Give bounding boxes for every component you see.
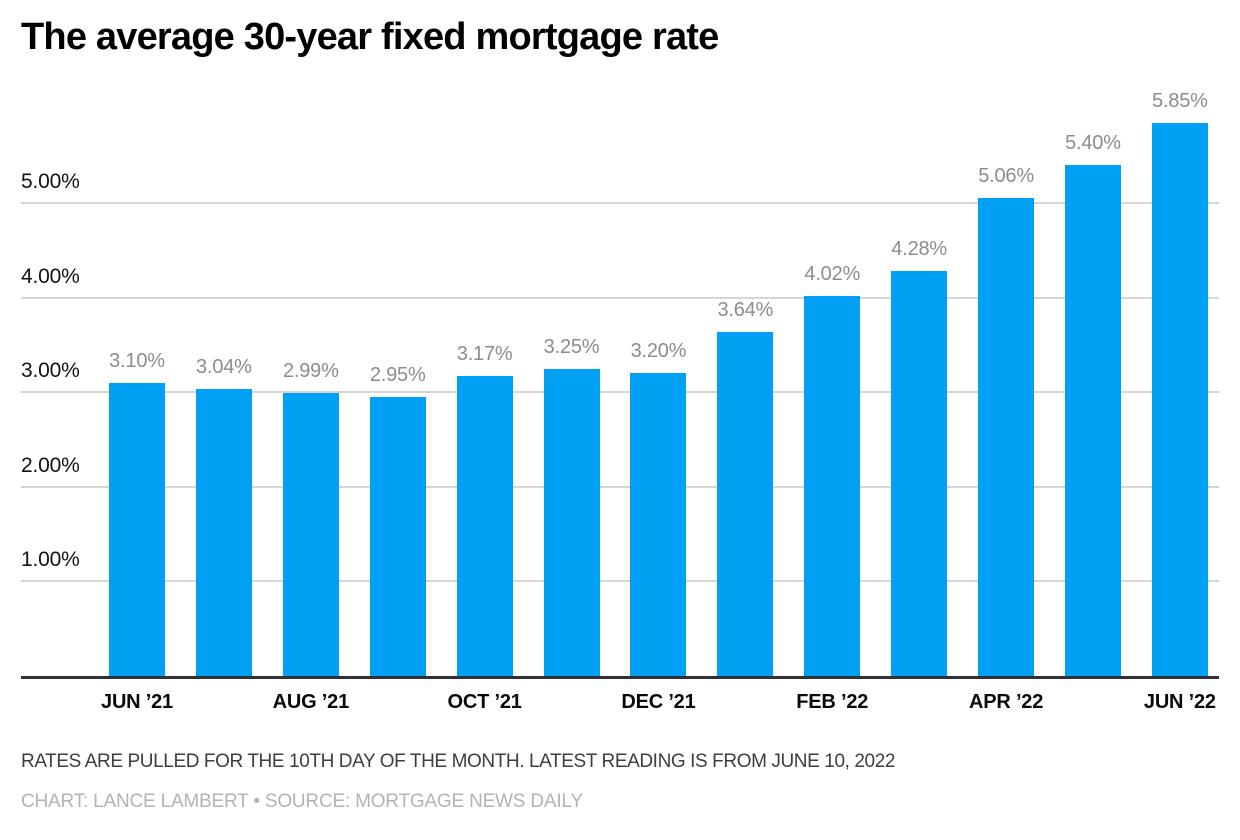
- gridline: [21, 391, 1219, 394]
- bar-NOV ’21: 3.25%: [543, 336, 600, 676]
- bar-value-label: 4.28%: [891, 238, 948, 261]
- x-axis-tick: [717, 691, 773, 714]
- bar-SEP ’21: 2.95%: [369, 364, 426, 676]
- bar-MAR ’22: 4.28%: [891, 238, 948, 676]
- bar-chart: 1.00% 2.00% 3.00% 4.00% 5.00% 3.10% 3.04% 2.99%…: [21, 85, 1219, 713]
- bar-JAN ’22: 3.64%: [717, 299, 774, 676]
- bar-OCT ’21: 3.17%: [456, 343, 513, 676]
- bar-rect: [630, 373, 687, 676]
- x-axis-tick: AUG ’21: [273, 691, 350, 714]
- bar-value-label: 4.02%: [804, 262, 861, 285]
- x-axis-tick: [1065, 691, 1121, 714]
- x-axis-tick: APR ’22: [969, 691, 1043, 714]
- y-axis-tick-label: 2.00%: [21, 453, 80, 477]
- bar-rect: [804, 295, 861, 676]
- x-axis-tick-label: DEC ’21: [621, 691, 696, 713]
- bar-value-label: 3.10%: [109, 349, 165, 372]
- bar-rect: [109, 382, 165, 676]
- x-axis-tick: [891, 691, 947, 714]
- bar-value-label: 2.99%: [282, 360, 339, 383]
- bar-rect: [282, 393, 339, 676]
- gridline: [21, 485, 1219, 488]
- bar-value-label: 3.64%: [717, 298, 774, 321]
- bars-group: 3.10% 3.04% 2.99% 2.95% 3.17% 3.25% 3.20% 3.64%…: [109, 85, 1208, 676]
- bar-JUN ’22: 5.85%: [1151, 90, 1208, 676]
- x-axis-tick: DEC ’21: [621, 691, 695, 714]
- y-axis-tick-label: 4.00%: [21, 264, 80, 288]
- x-axis-tick-label: FEB ’22: [796, 691, 869, 713]
- x-axis-tick: OCT ’21: [448, 691, 522, 714]
- bar-value-label: 3.25%: [543, 335, 600, 358]
- bar-rect: [717, 331, 774, 676]
- y-axis-tick-label: 5.00%: [21, 170, 80, 194]
- y-axis-tick-label: 1.00%: [21, 548, 80, 572]
- bar-rect: [543, 368, 600, 676]
- x-axis-tick: JUN ’22: [1144, 691, 1216, 714]
- x-axis-tick: [544, 691, 600, 714]
- x-axis-tick-label: JUN ’21: [101, 691, 173, 713]
- bar-JUL ’21: 3.04%: [195, 356, 252, 676]
- bar-value-label: 5.85%: [1152, 89, 1208, 112]
- bar-rect: [1151, 122, 1208, 676]
- x-axis-tick: [370, 691, 426, 714]
- bar-value-label: 2.95%: [369, 364, 426, 387]
- x-axis-tick-label: OCT ’21: [447, 691, 522, 713]
- x-axis-tick: [196, 691, 252, 714]
- bar-DEC ’21: 3.20%: [630, 340, 687, 676]
- bar-value-label: 3.20%: [630, 340, 687, 363]
- bar-rect: [891, 271, 948, 676]
- chart-credit: CHART: LANCE LAMBERT • SOURCE: MORTGAGE …: [21, 791, 583, 812]
- bar-FEB ’22: 4.02%: [804, 263, 861, 676]
- gridline: [21, 296, 1219, 299]
- y-axis-tick-label: 3.00%: [21, 359, 80, 383]
- x-axis-tick-label: AUG ’21: [272, 691, 350, 713]
- bar-JUN ’21: 3.10%: [109, 350, 165, 676]
- x-axis-tick-label: APR ’22: [968, 691, 1044, 713]
- x-axis-tick: FEB ’22: [796, 691, 868, 714]
- bar-rect: [978, 197, 1035, 676]
- x-axis-tick-label: JUN ’22: [1143, 691, 1216, 713]
- bar-value-label: 5.40%: [1065, 132, 1121, 155]
- x-axis-line: [21, 676, 1219, 679]
- bar-rect: [456, 376, 513, 676]
- bar-rect: [369, 397, 426, 676]
- gridline: [21, 580, 1219, 583]
- chart-title: The average 30-year fixed mortgage rate: [21, 16, 719, 58]
- bar-value-label: 5.06%: [978, 164, 1034, 187]
- bar-value-label: 3.17%: [456, 343, 513, 366]
- bar-value-label: 3.04%: [196, 355, 252, 378]
- bar-AUG ’21: 2.99%: [282, 360, 339, 676]
- x-axis-labels: JUN ’21 AUG ’21 OCT ’21 DEC ’21 FEB ’22 APR ’…: [101, 691, 1216, 714]
- bar-APR ’22: 5.06%: [978, 165, 1035, 676]
- gridline: [21, 202, 1219, 205]
- chart-footnote: RATES ARE PULLED FOR THE 10TH DAY OF THE…: [21, 751, 896, 772]
- x-axis-tick: JUN ’21: [101, 691, 173, 714]
- bar-MAY ’22: 5.40%: [1064, 132, 1121, 676]
- bar-rect: [1064, 165, 1121, 676]
- bar-rect: [195, 388, 252, 676]
